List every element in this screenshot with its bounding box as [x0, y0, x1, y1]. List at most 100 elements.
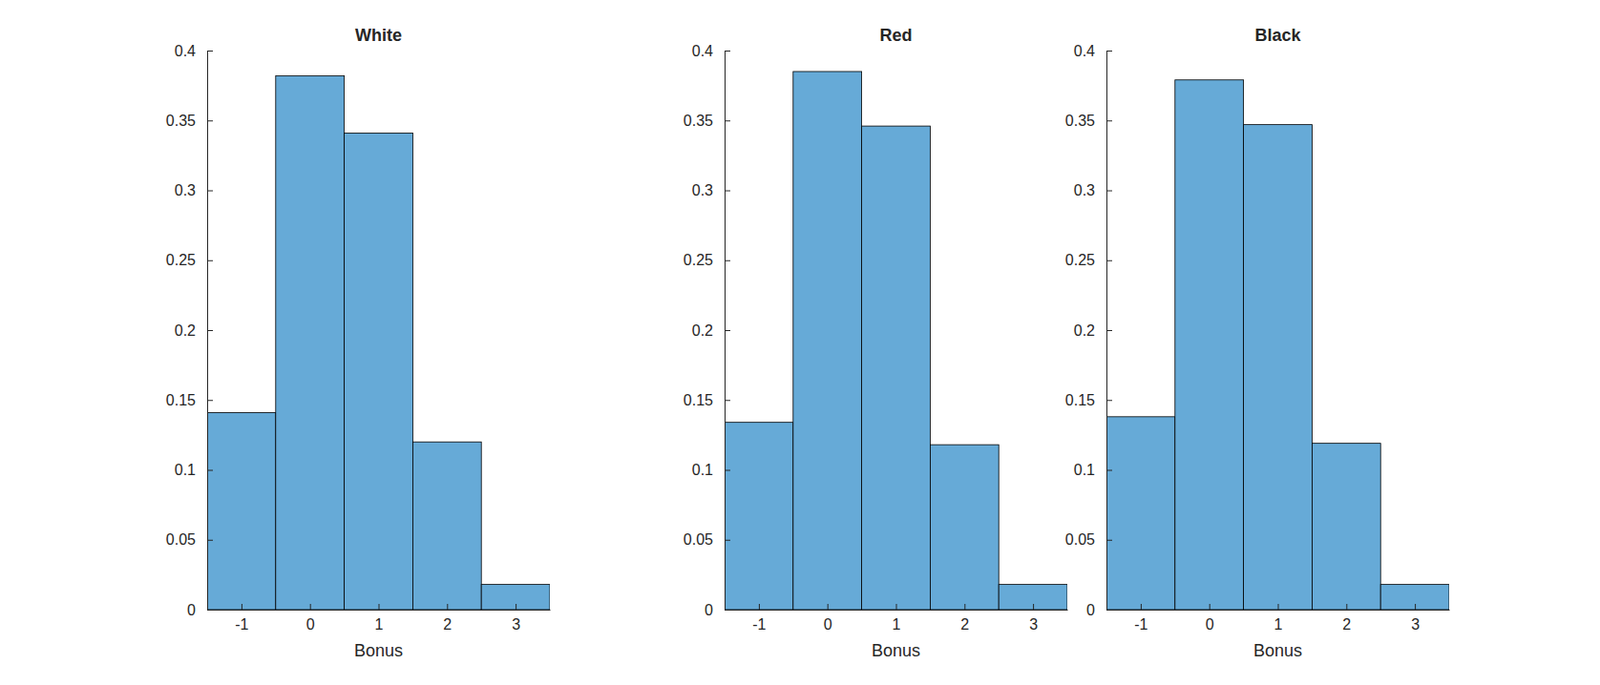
y-tick-label: 0.35: [166, 112, 196, 129]
x-tick-label: 3: [1410, 616, 1420, 633]
x-tick-mark: [827, 604, 829, 611]
x-tick-label: -1: [752, 616, 766, 633]
x-tick-mark: [515, 604, 517, 611]
y-tick-mark: [207, 330, 213, 332]
panel: -1012300.050.10.150.20.250.30.350.4White…: [166, 25, 551, 661]
y-tick: 0.4: [174, 42, 213, 60]
y-tick-mark: [1106, 50, 1113, 52]
y-tick-label: 0.35: [1065, 112, 1095, 129]
bar: [481, 585, 550, 611]
x-tick: 2: [442, 604, 452, 633]
y-tick: 0.1: [692, 462, 731, 479]
bar: [344, 132, 414, 611]
x-tick-mark: [1346, 604, 1348, 611]
x-tick: 3: [1410, 604, 1420, 633]
y-axis: 00.050.10.150.20.250.30.350.4: [1065, 42, 1113, 619]
x-tick: 3: [1029, 604, 1038, 633]
y-tick-mark: [207, 120, 213, 122]
y-tick: 0.35: [683, 112, 731, 129]
y-tick: 0.15: [1065, 392, 1113, 409]
y-tick-label: 0.4: [174, 42, 196, 60]
x-tick-label: 2: [1342, 616, 1351, 633]
x-tick: 1: [1274, 604, 1284, 633]
bars: [724, 71, 1068, 611]
x-tick: 2: [960, 604, 969, 633]
x-tick-label: 3: [1029, 616, 1038, 633]
y-tick: 0: [1086, 602, 1113, 619]
y-tick-label: 0.2: [692, 322, 714, 339]
y-tick-mark: [207, 260, 213, 262]
x-tick-label: 3: [511, 616, 521, 633]
y-tick-label: 0: [1086, 602, 1095, 619]
y-tick: 0.35: [166, 112, 213, 129]
y-tick: 0.3: [692, 182, 731, 199]
bar: [1311, 443, 1381, 611]
x-tick: 1: [892, 604, 902, 633]
x-tick-label: 2: [442, 616, 452, 633]
y-tick-label: 0.15: [683, 392, 714, 409]
y-tick-mark: [724, 330, 731, 332]
x-tick: -1: [752, 604, 766, 633]
bar: [724, 422, 794, 611]
y-tick: 0.3: [174, 182, 213, 199]
x-tick: 0: [1205, 604, 1215, 633]
y-tick: 0.05: [683, 531, 731, 548]
y-tick-mark: [1106, 260, 1113, 262]
x-tick-label: 0: [1205, 616, 1215, 633]
panel: -1012300.050.10.150.20.250.30.350.4Black…: [1065, 25, 1451, 661]
y-tick-label: 0.25: [166, 252, 196, 269]
y-tick-mark: [724, 400, 731, 401]
y-tick-label: 0.05: [683, 531, 714, 548]
y-tick: 0.15: [166, 392, 213, 409]
y-tick: 0: [704, 602, 731, 619]
x-axis: -1 0 1 2 3: [208, 604, 551, 633]
y-tick-mark: [724, 470, 731, 472]
x-tick-mark: [896, 604, 898, 611]
bar: [862, 126, 931, 611]
x-tick-label: 1: [375, 616, 384, 633]
bar: [275, 75, 345, 611]
x-tick-mark: [964, 604, 966, 611]
x-tick-label: 0: [306, 616, 316, 633]
y-tick-label: 0: [704, 602, 714, 619]
y-tick: 0.15: [683, 392, 731, 409]
x-tick-mark: [1209, 604, 1211, 611]
x-tick-mark: [1414, 604, 1416, 611]
title: White: [355, 25, 402, 45]
y-tick-label: 0.4: [1073, 42, 1095, 60]
x-tick: -1: [234, 604, 249, 633]
y-tick: 0.1: [174, 462, 213, 479]
figure: -1 0 1 2 3 0 0.05 0.1 0.15 0.2 0.25 0.3 0.35 0.4 White…: [0, 0, 1600, 685]
bars: [1106, 80, 1450, 611]
y-axis: 00.050.10.150.20.250.30.350.4: [683, 42, 731, 619]
x-axis-line: [1107, 610, 1451, 611]
y-tick-mark: [1106, 330, 1113, 332]
y-tick-label: 0.2: [1073, 322, 1095, 339]
y-tick-label: 0.25: [1065, 252, 1095, 269]
y-tick-mark: [724, 120, 731, 122]
x-tick: -1: [1134, 604, 1148, 633]
y-tick-mark: [1106, 190, 1113, 192]
y-tick-mark: [724, 260, 731, 262]
x-axis-line: [208, 610, 551, 611]
y-tick-label: 0.3: [174, 182, 196, 199]
x-tick-label: -1: [1134, 616, 1148, 633]
bar: [207, 412, 276, 611]
y-tick-mark: [1106, 540, 1113, 542]
bar: [1106, 417, 1176, 611]
x-axis-title: Bonus: [354, 641, 403, 661]
x-tick: 2: [1342, 604, 1351, 633]
x-tick-mark: [1278, 604, 1280, 611]
y-tick-label: 0: [187, 602, 196, 619]
bar: [998, 585, 1068, 611]
x-tick-mark: [758, 604, 760, 611]
x-axis-title: Bonus: [871, 641, 921, 661]
y-tick-mark: [724, 190, 731, 192]
y-tick-mark: [207, 400, 213, 401]
x-axis-line: [725, 610, 1069, 611]
y-tick-mark: [724, 610, 731, 611]
x-tick: 0: [823, 604, 833, 633]
y-tick-label: 0.35: [683, 112, 714, 129]
x-tick: 1: [375, 604, 384, 633]
y-tick-label: 0.05: [166, 531, 196, 548]
